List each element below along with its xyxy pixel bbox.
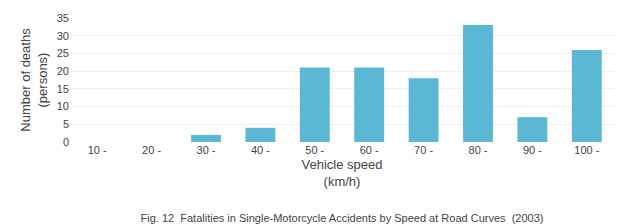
svg-text:90 -: 90 - — [523, 144, 542, 156]
svg-text:60 -: 60 - — [360, 144, 379, 156]
svg-text:Number of deaths(persons): Number of deaths(persons) — [18, 28, 50, 132]
svg-text:30 -: 30 - — [197, 144, 216, 156]
svg-text:30: 30 — [57, 30, 69, 42]
svg-text:20: 20 — [57, 65, 69, 77]
svg-text:15: 15 — [57, 83, 69, 95]
svg-text:100 -: 100 - — [574, 144, 599, 156]
svg-text:10: 10 — [57, 100, 69, 112]
svg-text:35: 35 — [57, 12, 69, 24]
svg-text:40 -: 40 - — [251, 144, 270, 156]
svg-text:80 -: 80 - — [469, 144, 488, 156]
svg-text:25: 25 — [57, 47, 69, 59]
svg-text:Vehicle speed(km/h): Vehicle speed(km/h) — [302, 157, 383, 189]
svg-text:70 -: 70 - — [414, 144, 433, 156]
svg-text:5: 5 — [63, 118, 69, 130]
svg-text:50 -: 50 - — [305, 144, 324, 156]
svg-text:10 -: 10 - — [88, 144, 107, 156]
svg-text:0: 0 — [63, 136, 69, 148]
svg-text:20 -: 20 - — [142, 144, 161, 156]
svg-text:Fig. 12 Fatalities in Single-: Fig. 12 Fatalities in Single-Motorcycle … — [141, 212, 544, 224]
